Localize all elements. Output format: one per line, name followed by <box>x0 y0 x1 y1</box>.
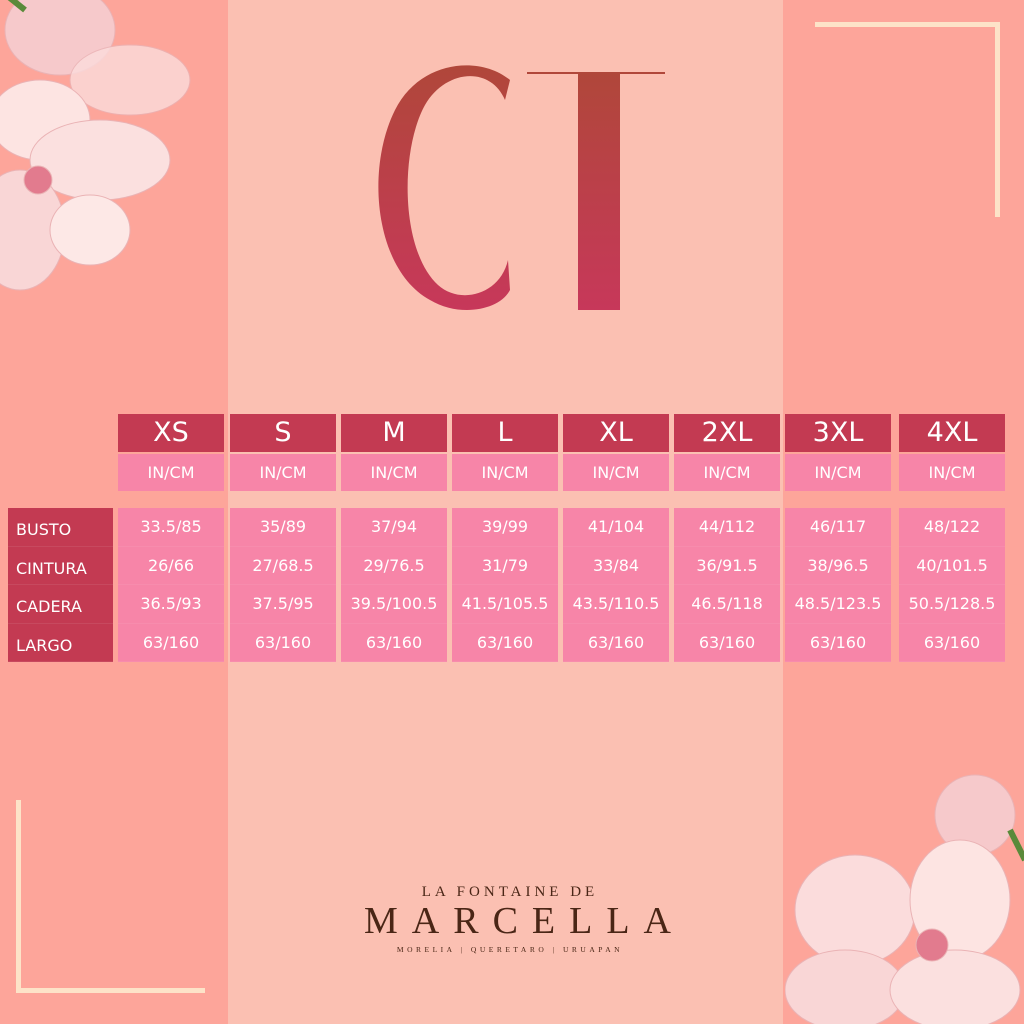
table-cell: 33.5/85 <box>118 508 224 547</box>
size-header: XL <box>563 414 669 452</box>
table-cell: 37/94 <box>341 508 447 547</box>
brand-name: MARCELLA <box>364 900 685 942</box>
row-label-busto: BUSTO <box>8 508 113 547</box>
logo-text: CT <box>360 40 362 41</box>
size-header: M <box>341 414 447 452</box>
measurement-labels: BUSTO CINTURA CADERA LARGO <box>8 508 113 662</box>
table-cell: 35/89 <box>230 508 336 547</box>
row-label-largo: LARGO <box>8 624 113 662</box>
size-header: 3XL <box>785 414 891 452</box>
size-values: 35/89 27/68.5 37.5/95 63/160 <box>230 508 336 662</box>
unit-label: IN/CM <box>452 454 558 491</box>
table-cell: 37.5/95 <box>230 585 336 624</box>
table-cell: 63/160 <box>785 624 891 662</box>
size-column: M IN/CM 37/94 29/76.5 39.5/100.5 63/160 <box>341 414 447 662</box>
decorative-frame-corner <box>16 800 205 993</box>
table-cell: 46/117 <box>785 508 891 547</box>
table-cell: 36/91.5 <box>674 547 780 585</box>
table-cell: 46.5/118 <box>674 585 780 624</box>
magnolia-flower-icon <box>785 774 1024 1024</box>
brand-logo: LA FONTAINE DE MARCELLA MORELIA | QUERET… <box>350 884 685 954</box>
table-cell: 50.5/128.5 <box>899 585 1005 624</box>
unit-label: IN/CM <box>899 454 1005 491</box>
row-label-cintura: CINTURA <box>8 547 113 585</box>
unit-label: IN/CM <box>563 454 669 491</box>
unit-label: IN/CM <box>785 454 891 491</box>
table-cell: 41.5/105.5 <box>452 585 558 624</box>
size-values: 48/122 40/101.5 50.5/128.5 63/160 <box>899 508 1005 662</box>
table-cell: 63/160 <box>674 624 780 662</box>
table-cell: 48/122 <box>899 508 1005 547</box>
size-header: 2XL <box>674 414 780 452</box>
unit-label: IN/CM <box>230 454 336 491</box>
brand-tagline: LA FONTAINE DE <box>421 884 599 900</box>
table-cell: 48.5/123.5 <box>785 585 891 624</box>
brand-cities: MORELIA | QUERETARO | URUAPAN <box>396 945 624 954</box>
table-cell: 26/66 <box>118 547 224 585</box>
table-cell: 27/68.5 <box>230 547 336 585</box>
size-values: 46/117 38/96.5 48.5/123.5 63/160 <box>785 508 891 662</box>
size-values: 44/112 36/91.5 46.5/118 63/160 <box>674 508 780 662</box>
size-header: XS <box>118 414 224 452</box>
size-column: 4XL IN/CM 48/122 40/101.5 50.5/128.5 63/160 <box>899 414 1005 662</box>
table-cell: 63/160 <box>899 624 1005 662</box>
unit-label: IN/CM <box>118 454 224 491</box>
table-cell: 39.5/100.5 <box>341 585 447 624</box>
size-column: S IN/CM 35/89 27/68.5 37.5/95 63/160 <box>230 414 336 662</box>
table-cell: 36.5/93 <box>118 585 224 624</box>
size-column: 3XL IN/CM 46/117 38/96.5 48.5/123.5 63/160 <box>785 414 891 662</box>
table-cell: 29/76.5 <box>341 547 447 585</box>
table-cell: 63/160 <box>563 624 669 662</box>
size-column: XL IN/CM 41/104 33/84 43.5/110.5 63/160 <box>563 414 669 662</box>
decorative-frame-corner <box>815 22 1000 217</box>
table-cell: 63/160 <box>118 624 224 662</box>
size-header: L <box>452 414 558 452</box>
size-column: 2XL IN/CM 44/112 36/91.5 46.5/118 63/160 <box>674 414 780 662</box>
table-cell: 31/79 <box>452 547 558 585</box>
table-cell: 44/112 <box>674 508 780 547</box>
row-label-cadera: CADERA <box>8 585 113 624</box>
size-values: 37/94 29/76.5 39.5/100.5 63/160 <box>341 508 447 662</box>
size-column: L IN/CM 39/99 31/79 41.5/105.5 63/160 <box>452 414 558 662</box>
table-cell: 38/96.5 <box>785 547 891 585</box>
unit-label: IN/CM <box>341 454 447 491</box>
size-values: 41/104 33/84 43.5/110.5 63/160 <box>563 508 669 662</box>
table-cell: 40/101.5 <box>899 547 1005 585</box>
table-cell: 63/160 <box>230 624 336 662</box>
size-header: 4XL <box>899 414 1005 452</box>
size-values: 33.5/85 26/66 36.5/93 63/160 <box>118 508 224 662</box>
table-cell: 63/160 <box>452 624 558 662</box>
table-cell: 39/99 <box>452 508 558 547</box>
ct-monogram-logo: CT <box>360 40 665 311</box>
table-cell: 43.5/110.5 <box>563 585 669 624</box>
size-column: XS IN/CM 33.5/85 26/66 36.5/93 63/160 <box>118 414 224 662</box>
size-values: 39/99 31/79 41.5/105.5 63/160 <box>452 508 558 662</box>
unit-label: IN/CM <box>674 454 780 491</box>
table-cell: 63/160 <box>341 624 447 662</box>
magnolia-flower-icon <box>0 0 191 291</box>
size-header: S <box>230 414 336 452</box>
table-cell: 33/84 <box>563 547 669 585</box>
table-cell: 41/104 <box>563 508 669 547</box>
